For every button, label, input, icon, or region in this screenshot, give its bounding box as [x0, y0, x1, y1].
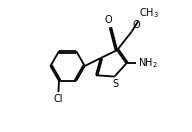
Text: CH$_3$: CH$_3$: [139, 6, 159, 20]
Text: O: O: [105, 15, 112, 25]
Text: O: O: [133, 20, 140, 30]
Text: Cl: Cl: [54, 94, 63, 104]
Text: S: S: [112, 79, 118, 89]
Text: NH$_2$: NH$_2$: [138, 56, 158, 70]
